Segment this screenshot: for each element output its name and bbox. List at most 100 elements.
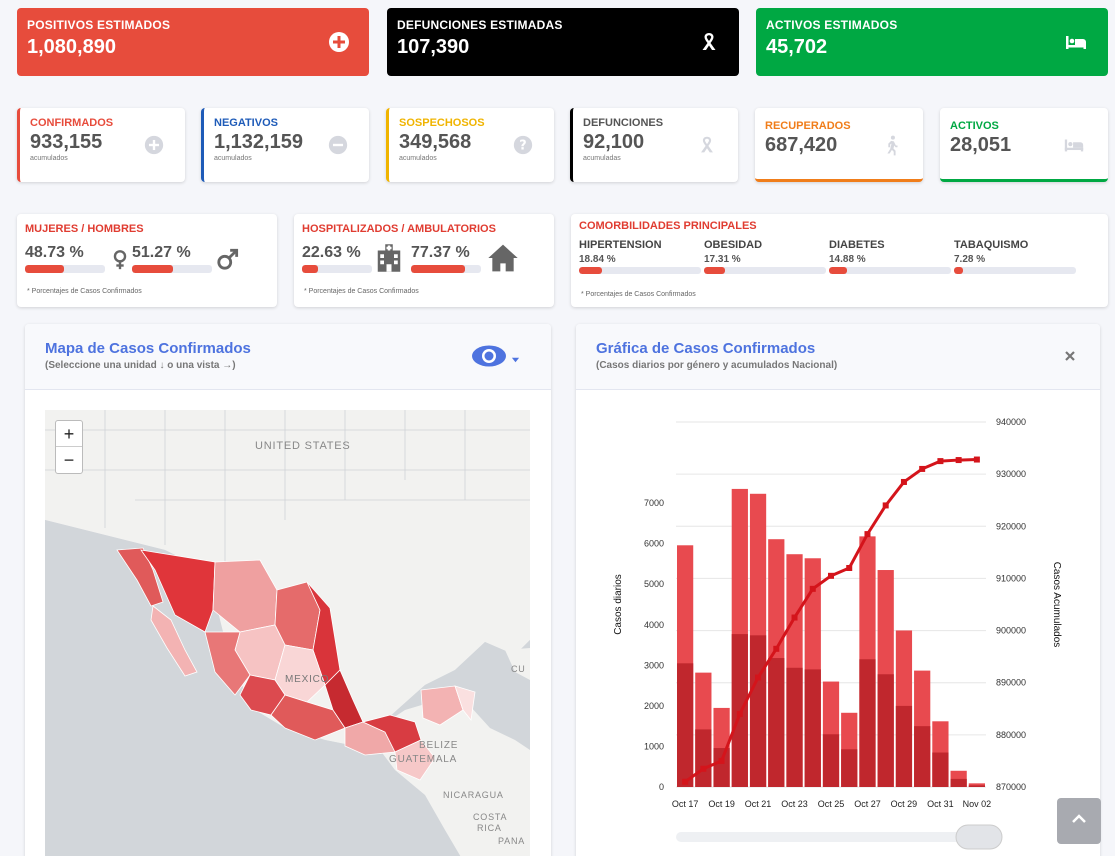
y-axis-label: Casos diarios xyxy=(613,574,624,635)
cumulative-point xyxy=(828,572,834,579)
comorb-name: DIABETES xyxy=(829,239,885,251)
zoom-control[interactable]: + − xyxy=(55,420,83,474)
chevron-up-icon[interactable] xyxy=(1072,814,1086,824)
y-tick-label: 5000 xyxy=(644,579,664,589)
bar-segment-dark xyxy=(713,748,730,787)
comorb-bar xyxy=(579,267,701,274)
card-value: 28,051 xyxy=(950,134,1012,156)
comorb-pct: 17.31 % xyxy=(704,254,741,265)
bar-segment-dark xyxy=(914,726,931,787)
mexico-choropleth[interactable] xyxy=(45,410,530,856)
cumulative-point xyxy=(736,711,743,717)
card-comorbilidades: COMORBILIDADES PRINCIPALES HIPERTENSION 1… xyxy=(571,214,1108,307)
female-icon xyxy=(113,250,127,270)
label-guatemala: GUATEMALA xyxy=(389,754,458,765)
comorb-name: OBESIDAD xyxy=(704,239,763,251)
y2-axis-label: Casos Acumulados xyxy=(1051,562,1062,648)
card-title: NEGATIVOS xyxy=(214,117,278,129)
card-value: 687,420 xyxy=(765,134,838,156)
house-icon xyxy=(488,244,518,272)
bar-segment-dark xyxy=(786,667,803,787)
chart-panel-header: Gráfica de Casos Confirmados (Casos diar… xyxy=(576,324,1100,390)
card-value: 107,390 xyxy=(397,36,470,58)
cumulative-point xyxy=(955,457,962,464)
ribbon-icon xyxy=(702,33,716,50)
bed-icon xyxy=(1064,139,1084,152)
cumulative-point xyxy=(846,565,853,571)
bar-segment-dark xyxy=(731,634,748,787)
card-value: 1,080,890 xyxy=(27,36,116,58)
comorb-pct: 14.88 % xyxy=(829,254,866,265)
card-value: 933,155 xyxy=(30,131,103,153)
range-slider-handle[interactable] xyxy=(955,824,1003,850)
map-panel: Mapa de Casos Confirmados (Seleccione un… xyxy=(25,324,551,856)
women-bar xyxy=(25,265,105,273)
cumulative-point xyxy=(718,757,725,764)
y2-tick-label: 880000 xyxy=(996,730,1026,740)
card-title: SOSPECHOSOS xyxy=(399,117,485,129)
card-sub: acumulados xyxy=(399,155,437,162)
map-title: Mapa de Casos Confirmados xyxy=(45,340,251,357)
svg-text:?: ? xyxy=(519,139,526,154)
x-tick-label: Oct 29 xyxy=(891,799,918,809)
zoom-in-button[interactable]: + xyxy=(56,421,82,447)
y2-tick-label: 940000 xyxy=(996,417,1026,427)
x-tick-label: Oct 17 xyxy=(672,799,699,809)
chart-panel: Gráfica de Casos Confirmados (Casos diar… xyxy=(576,324,1100,856)
comorb-bar xyxy=(954,267,1076,274)
cumulative-point xyxy=(864,531,871,538)
y2-tick-label: 920000 xyxy=(996,521,1026,531)
x-tick-label: Oct 23 xyxy=(781,799,808,809)
comorb-item: HIPERTENSION 18.84 % xyxy=(579,239,701,274)
y-tick-label: 2000 xyxy=(644,701,664,711)
bar-segment-dark xyxy=(822,734,840,787)
chart-title: Gráfica de Casos Confirmados xyxy=(596,340,816,357)
label-nicaragua: NICARAGUA xyxy=(443,790,504,800)
cumulative-point xyxy=(973,456,980,463)
view-selector[interactable] xyxy=(471,344,523,370)
range-slider-track[interactable] xyxy=(676,832,996,842)
y2-tick-label: 900000 xyxy=(996,626,1026,636)
card-title: HOSPITALIZADOS / AMBULATORIOS xyxy=(302,223,496,235)
map-subtitle: (Seleccione una unidad ↓ o una vista →) xyxy=(45,360,236,371)
card-value: 349,568 xyxy=(399,131,472,153)
eye-icon[interactable] xyxy=(471,344,507,368)
y2-tick-label: 870000 xyxy=(996,782,1026,792)
ribbon-icon xyxy=(701,136,713,153)
card-recuperados: RECUPERADOS 687,420 xyxy=(755,108,923,182)
cumulative-point xyxy=(791,614,798,621)
x-tick-label: Oct 25 xyxy=(818,799,845,809)
map[interactable]: + − UNITED STATES MEXICO BELIZE GUATEMAL… xyxy=(45,410,530,856)
card-sospechosos: SOSPECHOSOS 349,568 acumulados ? xyxy=(386,108,554,182)
comorb-item: OBESIDAD 17.31 % xyxy=(704,239,826,274)
minus-circle-icon xyxy=(328,135,348,155)
bar-segment-dark xyxy=(895,705,913,787)
comorb-item: DIABETES 14.88 % xyxy=(829,239,951,274)
bar-segment-dark xyxy=(804,669,821,787)
card-title: MUJERES / HOMBRES xyxy=(25,223,144,235)
label-belize: BELIZE xyxy=(419,740,459,751)
cumulative-point xyxy=(882,502,889,509)
cumulative-point xyxy=(937,458,944,465)
card-activos-estimados: ACTIVOS ESTIMADOS 45,702 xyxy=(756,8,1108,76)
label-united-states: UNITED STATES xyxy=(255,440,351,452)
x-tick-label: Oct 21 xyxy=(745,799,772,809)
zoom-out-button[interactable]: − xyxy=(63,450,75,470)
y-tick-label: 7000 xyxy=(644,498,664,508)
hosp-pct: 22.63 % xyxy=(302,244,361,261)
caret-down-icon[interactable] xyxy=(511,355,520,364)
card-value: 92,100 xyxy=(583,131,645,153)
y2-tick-label: 890000 xyxy=(996,678,1026,688)
confirmed-cases-chart[interactable]: 870000 880000 890000 900000 910000 920000 9300… xyxy=(576,390,1100,856)
y2-tick-label: 910000 xyxy=(996,573,1026,583)
card-title: ACTIVOS xyxy=(950,120,999,132)
y-tick-label: 3000 xyxy=(644,660,664,670)
card-title: POSITIVOS ESTIMADOS xyxy=(27,18,171,32)
close-icon[interactable] xyxy=(1064,350,1076,362)
cumulative-point xyxy=(900,478,907,485)
card-confirmados: CONFIRMADOS 933,155 acumulados xyxy=(17,108,185,182)
question-circle-icon: ? xyxy=(513,135,533,155)
card-negativos: NEGATIVOS 1,132,159 acumulados xyxy=(201,108,369,182)
scroll-top-button[interactable] xyxy=(1057,798,1101,844)
x-tick-label: Nov 02 xyxy=(963,799,992,809)
